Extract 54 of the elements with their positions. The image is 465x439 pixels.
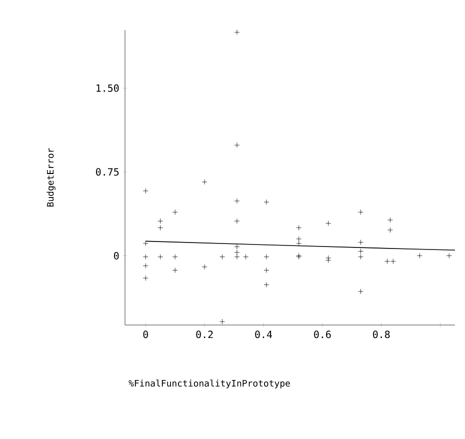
point bbox=[296, 236, 302, 242]
point bbox=[390, 258, 396, 264]
y-tick-label: 0.75 bbox=[96, 168, 119, 176]
point bbox=[384, 258, 390, 264]
point bbox=[234, 30, 240, 35]
line-series bbox=[145, 240, 456, 251]
point bbox=[234, 198, 240, 204]
point bbox=[158, 218, 164, 224]
point bbox=[142, 188, 148, 194]
point bbox=[172, 268, 178, 273]
point bbox=[234, 142, 240, 148]
y-axis-title: BudgetError bbox=[46, 148, 56, 206]
point bbox=[446, 253, 452, 258]
point bbox=[158, 225, 164, 230]
point bbox=[416, 253, 422, 258]
point bbox=[264, 199, 270, 205]
y-tick-label: 0 bbox=[114, 252, 119, 260]
point bbox=[234, 250, 240, 256]
point bbox=[358, 240, 364, 245]
x-tick-label: 0 bbox=[143, 330, 148, 338]
x-axis-title: %FinalFunctionalityInPrototype bbox=[128, 380, 290, 388]
point bbox=[358, 209, 364, 215]
point bbox=[234, 244, 240, 250]
point bbox=[142, 254, 148, 260]
point bbox=[243, 254, 248, 260]
point bbox=[387, 227, 393, 233]
point bbox=[264, 254, 270, 260]
point bbox=[220, 254, 225, 260]
point bbox=[220, 318, 225, 324]
point bbox=[358, 254, 364, 260]
x-tick-label: 0.4 bbox=[255, 330, 272, 338]
point bbox=[142, 263, 148, 268]
x-tick-label: 0.2 bbox=[196, 330, 213, 338]
point bbox=[326, 220, 331, 226]
point bbox=[202, 179, 208, 185]
point bbox=[202, 264, 208, 270]
point bbox=[158, 254, 164, 260]
x-tick-label: 0.8 bbox=[372, 330, 390, 338]
point bbox=[358, 248, 364, 254]
point bbox=[234, 254, 240, 260]
point bbox=[296, 225, 302, 230]
point bbox=[264, 268, 270, 273]
point bbox=[326, 255, 331, 261]
point bbox=[234, 218, 240, 224]
point bbox=[142, 240, 148, 246]
point bbox=[358, 288, 364, 294]
point bbox=[142, 275, 148, 281]
y-tick-label: 1.50 bbox=[96, 84, 119, 92]
point bbox=[326, 258, 331, 263]
point bbox=[172, 254, 178, 260]
point bbox=[387, 217, 393, 223]
point bbox=[264, 282, 270, 288]
point bbox=[172, 209, 178, 215]
x-tick-label: 0.6 bbox=[314, 330, 331, 338]
